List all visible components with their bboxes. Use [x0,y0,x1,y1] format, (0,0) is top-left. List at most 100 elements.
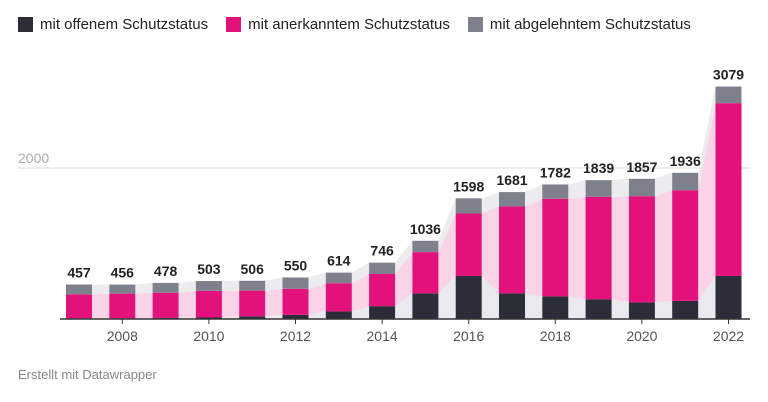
connector-series1-2020 [654,190,673,303]
bar-segment-recognized-2013 [325,283,352,312]
x-tick-label-2016: 2016 [453,328,484,344]
connector-series2-2010 [221,280,240,291]
connector-series1-2012 [308,283,326,315]
bar-segment-rejected-2019 [585,180,612,197]
total-label-2017: 1681 [496,172,527,188]
connector-series0-2011 [265,314,283,319]
bar-segment-recognized-2018 [542,198,569,297]
total-label-2019: 1839 [583,160,614,176]
bar-segment-recognized-2010 [195,290,222,318]
bar-segment-rejected-2017 [499,192,525,207]
x-tick-label-2018: 2018 [540,328,571,344]
connector-series1-2021 [698,103,716,301]
connector-series2-2019 [611,178,629,197]
bar-segment-recognized-2017 [499,206,525,294]
total-label-2015: 1036 [410,221,441,237]
connector-series1-2013 [351,274,370,312]
bar-segment-rejected-2008 [109,284,136,294]
x-tick-label-2020: 2020 [626,328,657,344]
bar-segment-open-2010 [195,317,222,319]
bar-segment-rejected-2018 [542,184,569,199]
legend-item-recognized: mit anerkanntem Schutzstatus [226,16,450,33]
bar-segment-recognized-2022 [715,103,742,276]
legend-swatch-recognized [226,17,242,32]
connector-series2-2021 [698,86,716,191]
bar-segment-recognized-2011 [239,290,266,317]
x-tick-label-2014: 2014 [367,328,398,344]
bar-segment-open-2011 [239,316,266,319]
connector-series2-2015 [438,198,456,253]
bar-segment-rejected-2007 [66,284,92,295]
connector-series2-2012 [308,272,326,289]
connector-series1-2018 [568,196,586,300]
connector-series2-2016 [481,192,499,214]
connector-series0-2013 [351,306,370,319]
connector-series1-2017 [525,198,543,297]
total-label-2008: 456 [111,265,135,281]
connector-series2-2011 [265,277,283,291]
total-label-2020: 1857 [626,159,657,175]
connector-series1-2008 [135,292,153,319]
legend-swatch-open [18,17,33,32]
bar-segment-recognized-2019 [585,196,612,300]
bar-segment-rejected-2013 [325,272,352,284]
bar-segment-rejected-2020 [628,178,655,197]
x-tick-label-2010: 2010 [193,328,224,344]
bar-segment-rejected-2015 [412,240,439,253]
connector-series2-2017 [525,184,543,207]
bar-segment-rejected-2012 [282,277,309,289]
connector-series2-2009 [178,281,196,293]
total-label-2012: 550 [284,257,308,273]
footer-credit: Erstellt mit Datawrapper [18,367,157,382]
connector-series1-2016 [481,206,499,294]
bar-segment-open-2022 [715,275,742,319]
connector-series1-2010 [221,290,240,318]
total-label-2013: 614 [327,253,351,269]
bar-segment-open-2018 [542,296,569,319]
connector-series1-2014 [395,252,413,307]
bar-segment-open-2013 [325,311,352,319]
total-label-2009: 478 [154,263,178,279]
y-tick-label-2000: 2000 [18,150,49,166]
connector-series0-2016 [481,275,499,319]
legend-label-rejected: mit abgelehntem Schutzstatus [489,16,691,33]
total-label-2022: 3079 [713,67,744,83]
x-tick-label-2012: 2012 [280,328,311,344]
connector-series1-2011 [265,288,283,317]
bar-segment-rejected-2014 [369,262,396,275]
connector-series2-2007 [92,284,110,295]
connector-series0-2015 [438,275,456,319]
bar-segment-recognized-2021 [672,190,699,301]
bar-segment-recognized-2014 [369,274,396,307]
bar-segment-open-2019 [585,299,612,319]
bar-segment-open-2014 [369,306,396,319]
legend-label-recognized: mit anerkanntem Schutzstatus [248,16,450,33]
bar-segment-recognized-2020 [628,196,655,303]
connector-series2-2014 [395,240,413,275]
bar-segment-rejected-2016 [455,198,482,214]
bar-segment-rejected-2022 [715,86,742,104]
bar-segment-recognized-2012 [282,288,309,315]
bar-segment-rejected-2009 [152,282,179,293]
connector-series2-2020 [654,172,673,197]
total-label-2014: 746 [370,243,394,259]
bar-segment-recognized-2008 [109,293,136,319]
bar-segment-recognized-2009 [152,292,179,318]
bar-segment-open-2015 [412,293,439,319]
connector-series2-2013 [351,262,370,284]
connector-series0-2017 [525,293,543,319]
connector-series2-2008 [135,282,153,294]
total-label-2018: 1782 [540,164,571,180]
x-tick-label-2022: 2022 [713,328,744,344]
bar-segment-open-2017 [499,293,525,319]
bar-segment-open-2012 [282,314,309,319]
bar-segment-open-2020 [628,302,655,319]
bar-segment-open-2016 [455,275,482,319]
connector-series0-2020 [654,300,673,319]
legend-label-open: mit offenem Schutzstatus [40,16,209,33]
connector-series1-2007 [92,293,110,319]
bar-segment-rejected-2021 [672,172,699,191]
x-tick-label-2008: 2008 [107,328,138,344]
